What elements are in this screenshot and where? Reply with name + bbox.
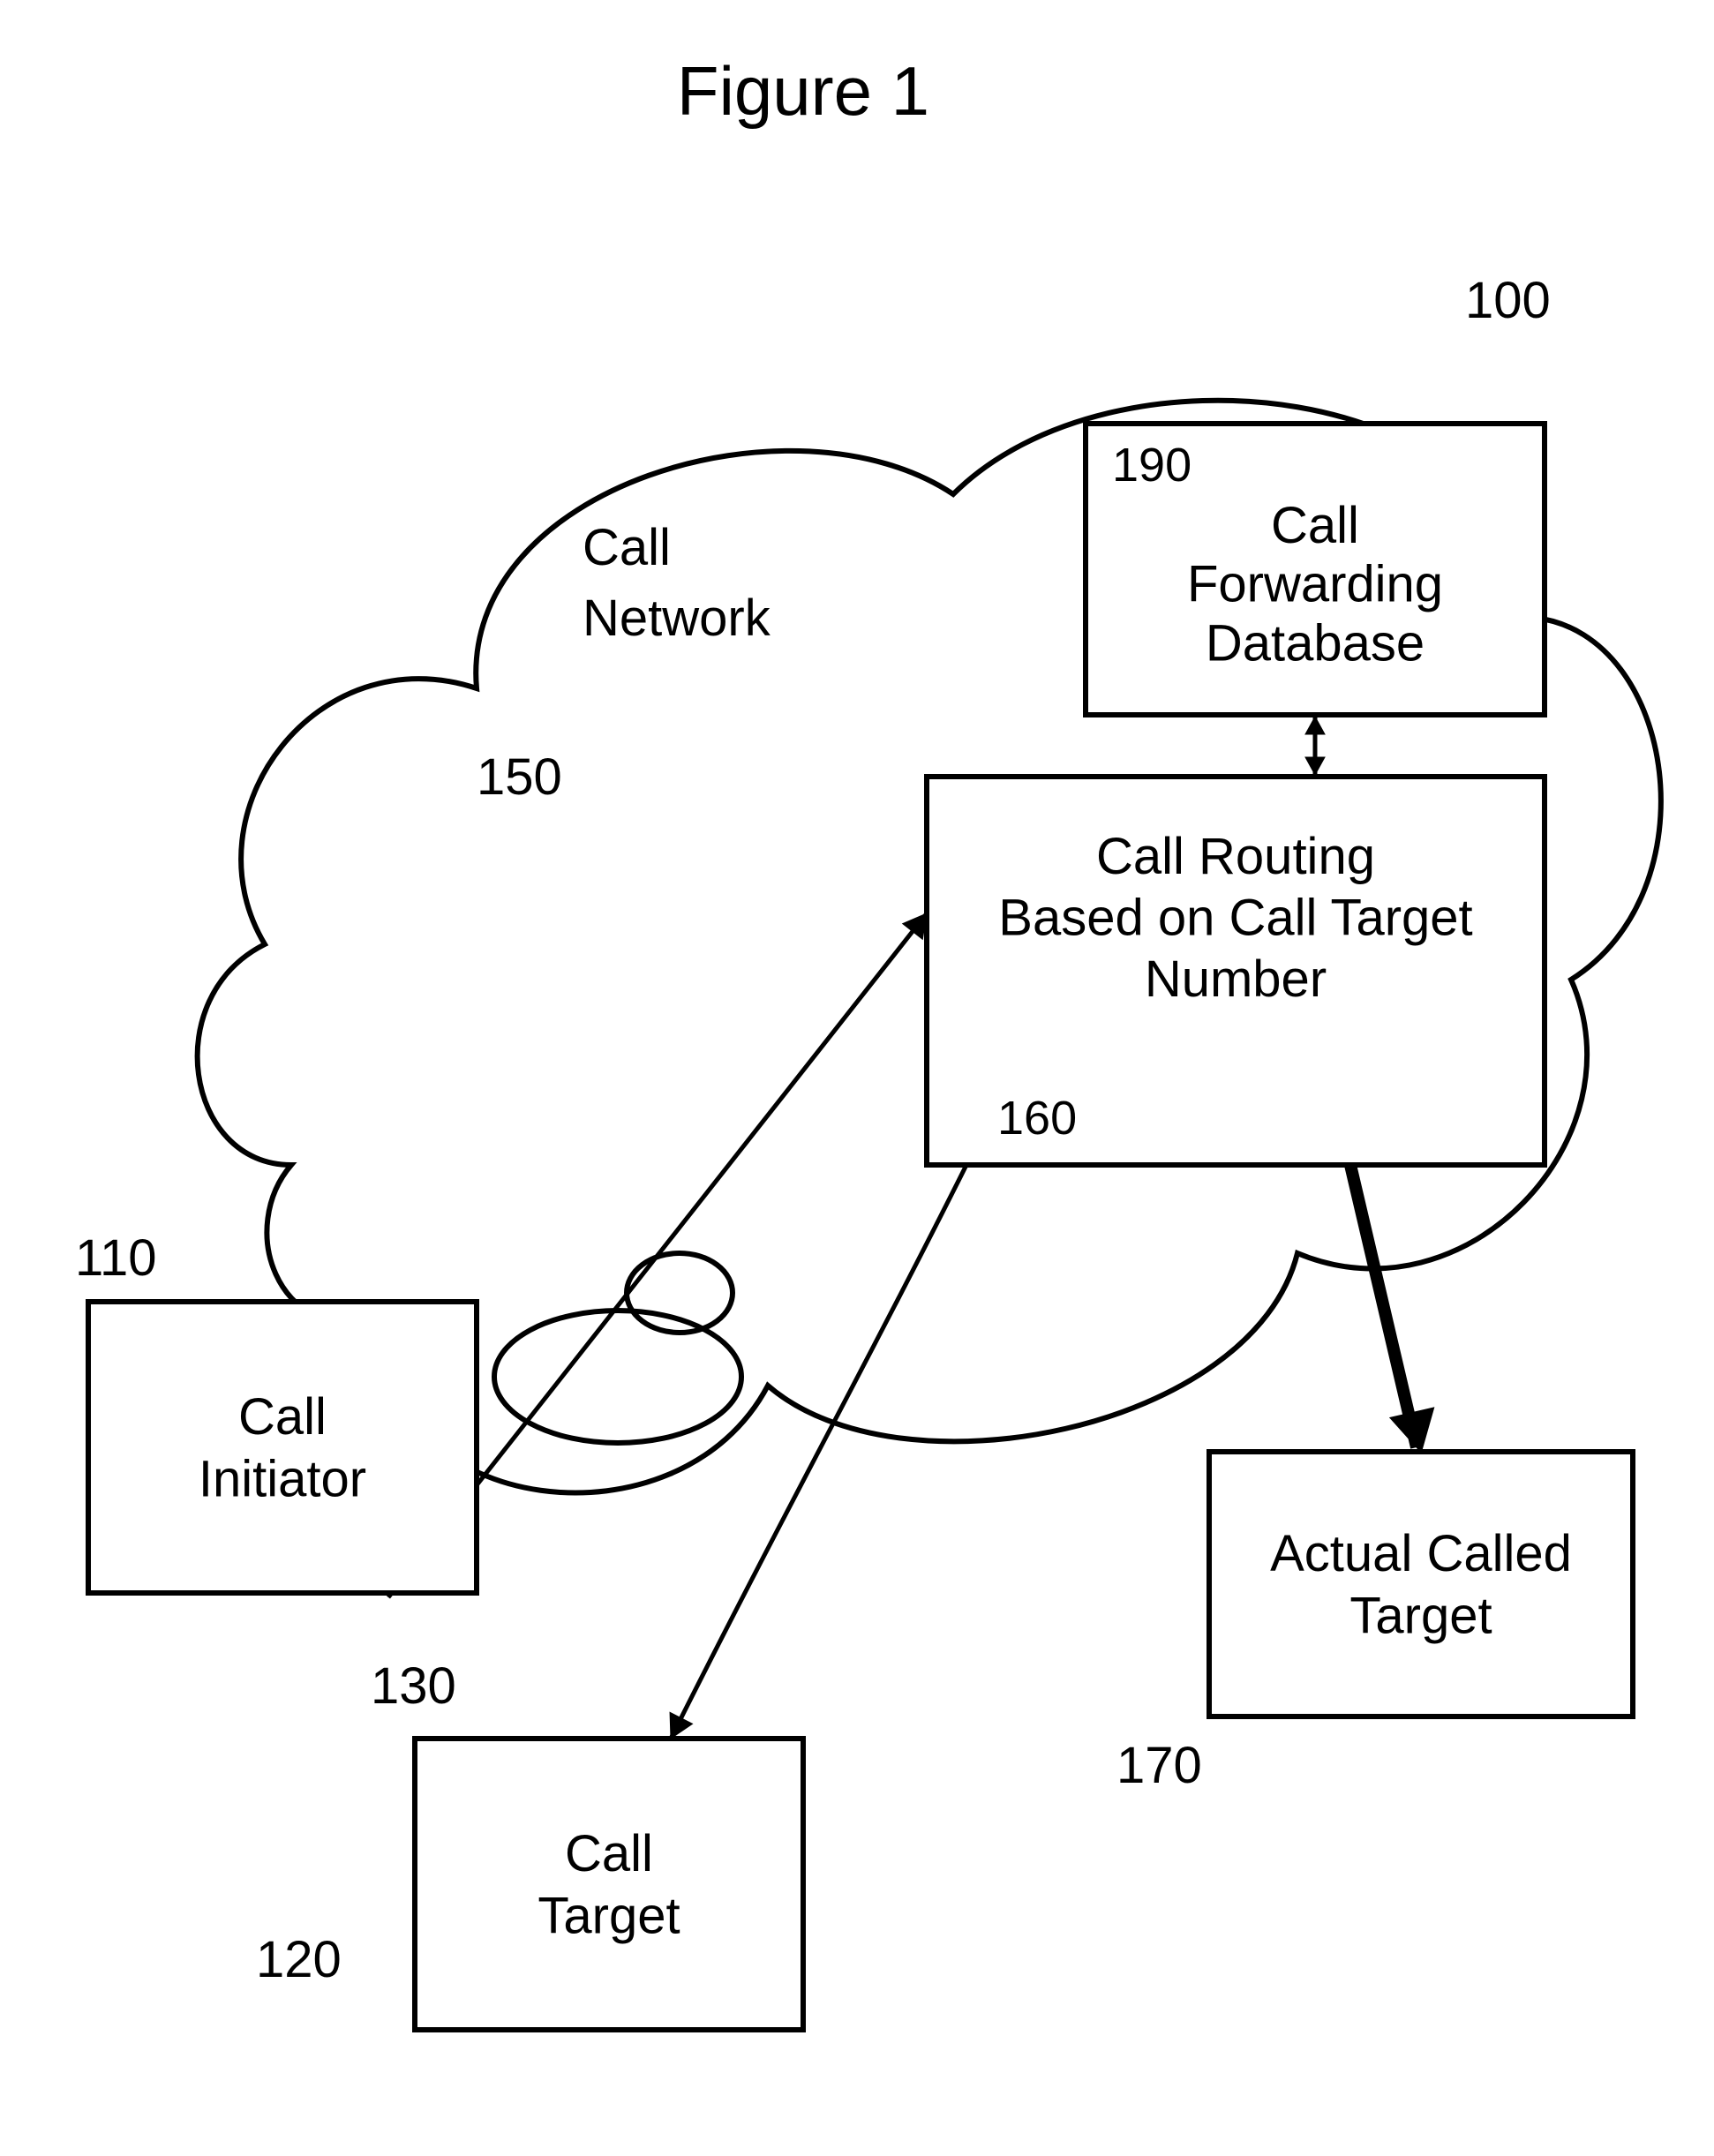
diagram-canvas: CallNetwork150Figure 1100CallForwardingD… [0, 0, 1714, 2156]
call-initiator-box-label: Initiator [199, 1451, 366, 1508]
actual-called-target-box-label: Actual Called [1270, 1525, 1572, 1582]
call-target-box [415, 1739, 803, 2030]
edge-130-ref: 130 [371, 1657, 456, 1715]
call-forwarding-database-label: Database [1206, 614, 1425, 672]
call-routing-ref: 160 [997, 1092, 1077, 1145]
call-forwarding-database-label: Forwarding [1187, 556, 1443, 613]
call-routing-label: Number [1145, 950, 1327, 1008]
call-routing-label: Based on Call Target [998, 890, 1472, 947]
arrowhead [1305, 717, 1325, 734]
call-routing-label: Call Routing [1096, 828, 1375, 885]
call-target-box-label: Target [538, 1888, 680, 1945]
call-forwarding-database-label: Call [1271, 497, 1359, 554]
actual-called-target-box [1209, 1452, 1633, 1717]
actual-called-target-ref: 170 [1116, 1737, 1202, 1794]
call-network-label: Call [583, 519, 671, 576]
call-forwarding-database-ref: 190 [1112, 439, 1192, 492]
call-target-box-label: Call [565, 1825, 653, 1882]
call-initiator-box [88, 1302, 477, 1593]
actual-called-target-box-label: Target [1349, 1588, 1492, 1645]
arrowhead [1305, 757, 1325, 775]
call-initiator-ref: 110 [75, 1229, 156, 1287]
arrowhead [903, 913, 927, 939]
call-network-label: Network [583, 590, 771, 647]
system-ref: 100 [1465, 272, 1551, 329]
call-network-ref: 150 [477, 748, 562, 806]
edge-routing-to-actual [1350, 1165, 1417, 1447]
call-target-ref: 120 [256, 1931, 342, 1988]
call-initiator-box-label: Call [238, 1388, 327, 1446]
edge-routing-to-target [671, 1165, 966, 1739]
figure-title: Figure 1 [677, 52, 929, 130]
